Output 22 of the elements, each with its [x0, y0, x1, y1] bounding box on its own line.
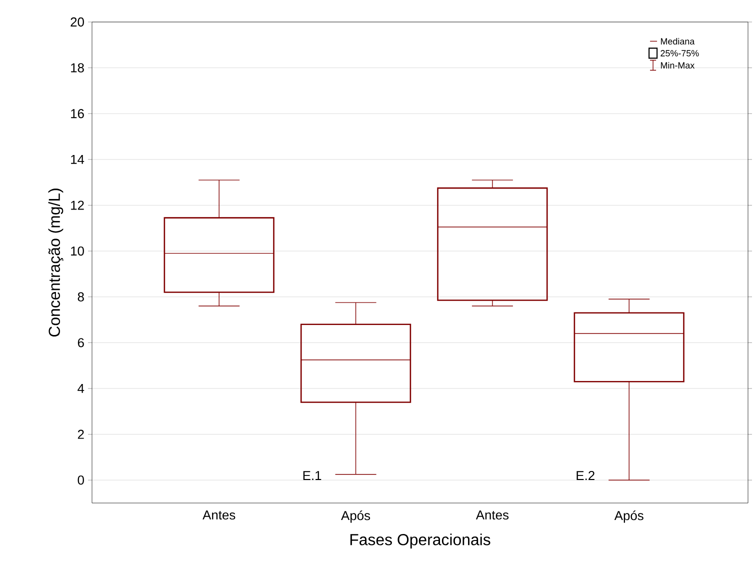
y-tick-label: 14 — [71, 154, 84, 164]
y-tick-label: 18 — [71, 63, 84, 72]
x-axis-title: Fases Operacionais — [350, 534, 490, 548]
annotation: 25%-75% — [660, 50, 699, 56]
y-tick-label: 6 — [78, 338, 84, 348]
y-tick-label: 2 — [78, 430, 84, 439]
annotation: Min-Max — [660, 62, 695, 69]
y-tick-label: 8 — [78, 292, 84, 302]
y-tick-label: 12 — [71, 200, 84, 210]
x-tick-label: Antes — [476, 510, 509, 520]
x-tick-label: Antes — [202, 510, 236, 520]
y-tick-label: 16 — [71, 109, 84, 118]
y-axis-title: Concentração (mg/L) — [48, 188, 64, 337]
y-tick-label: 20 — [70, 17, 84, 27]
y-tick-label: 0 — [78, 476, 84, 485]
x-tick-label: Após — [341, 510, 370, 523]
y-tick-label: 10 — [71, 246, 84, 256]
annotation: E.1 — [303, 471, 322, 480]
annotation: Mediana — [660, 38, 695, 45]
y-tick-label: 4 — [78, 384, 84, 393]
annotation: E.2 — [576, 470, 594, 480]
x-tick-label: Após — [614, 510, 644, 523]
